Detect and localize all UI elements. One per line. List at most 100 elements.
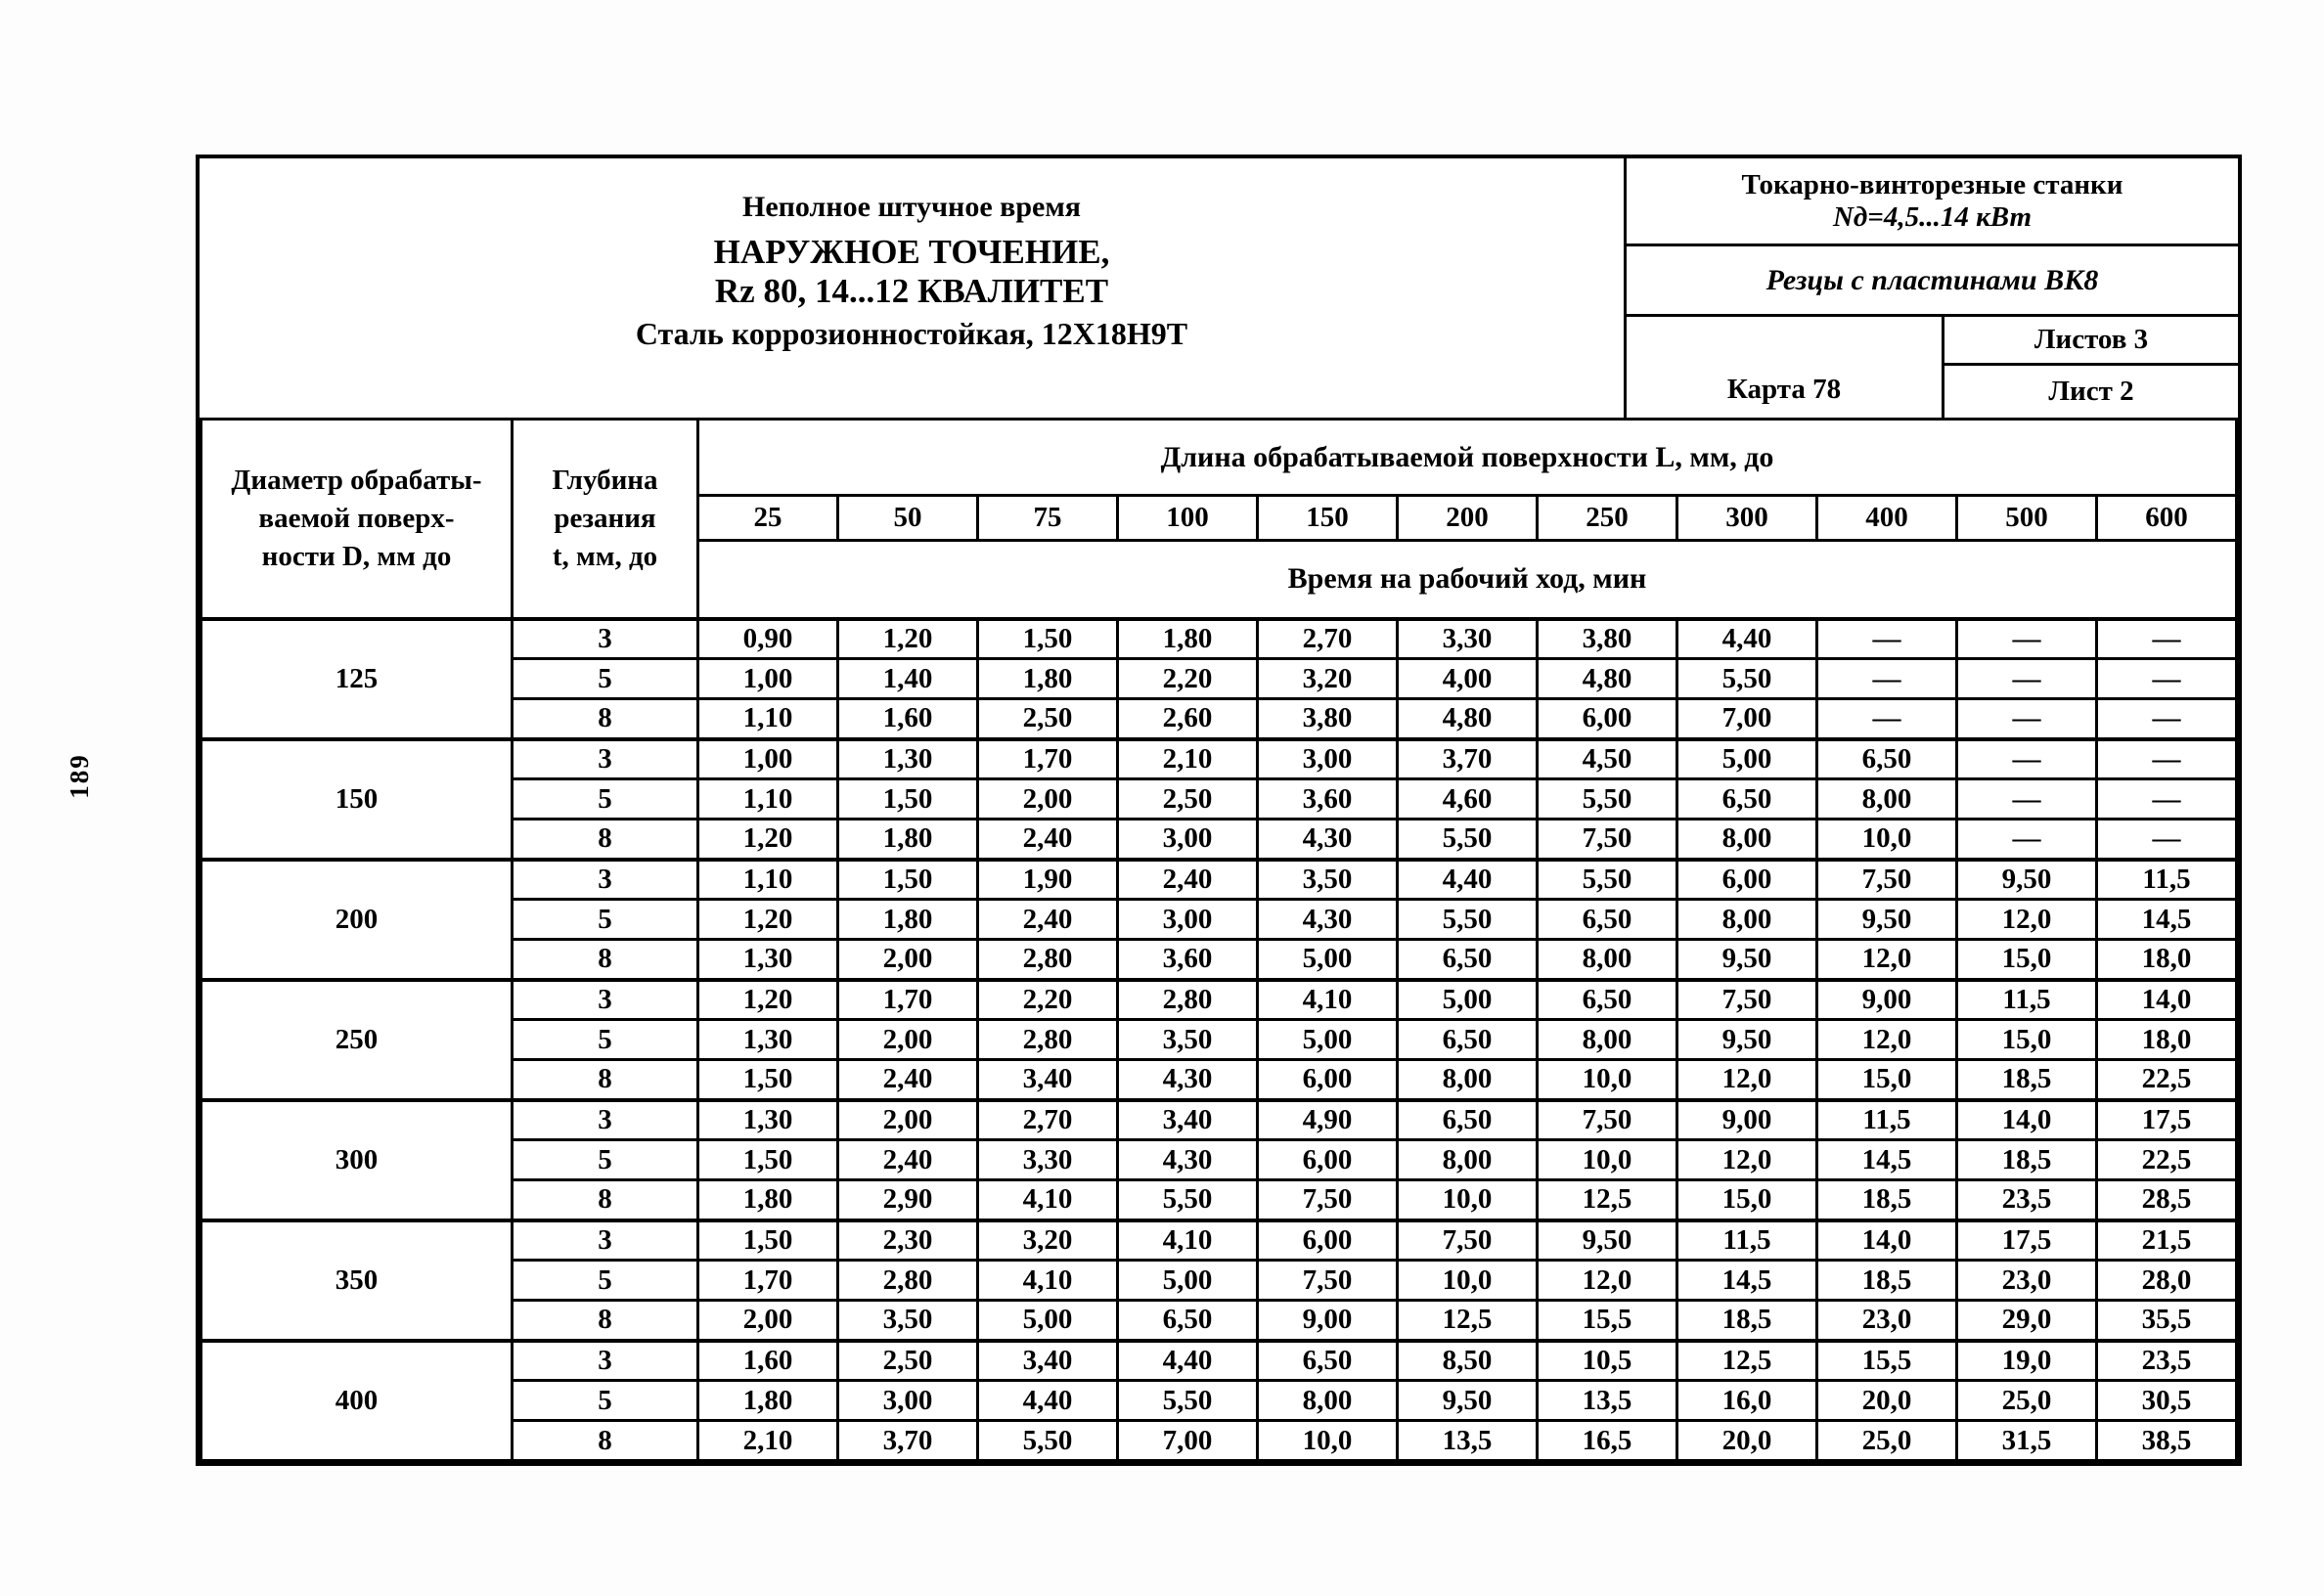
time-value-cell: 20,0 <box>1676 1419 1818 1462</box>
depth-cell: 3 <box>511 977 699 1021</box>
time-value-cell: 5,00 <box>976 1299 1119 1342</box>
time-value-cell: 5,50 <box>1116 1379 1259 1422</box>
time-value-cell: 4,00 <box>1396 657 1539 700</box>
time-value-cell: 14,5 <box>2095 898 2238 941</box>
time-value-cell: 1,50 <box>696 1218 839 1262</box>
time-value-cell: 9,50 <box>1536 1218 1678 1262</box>
time-value-cell: 9,50 <box>1396 1379 1539 1422</box>
table-row: 8 1,10 1,60 2,50 2,60 3,80 4,80 6,00 7,00— — — <box>201 697 2238 740</box>
diameter-cell: 125 <box>200 616 514 740</box>
time-value-cell: 5,50 <box>1536 857 1678 901</box>
time-value-cell: 4,80 <box>1396 697 1539 740</box>
time-value-cell: 4,40 <box>1116 1338 1259 1382</box>
time-value-cell: 1,80 <box>836 898 979 941</box>
table-row: 8 2,10 3,70 5,50 7,00 10,0 13,5 16,5 20,0 25,0 31,… <box>201 1419 2238 1462</box>
time-value-cell: 1,80 <box>976 657 1119 700</box>
time-value-cell: 6,50 <box>1256 1338 1399 1382</box>
time-value-cell: 3,40 <box>976 1058 1119 1101</box>
time-value-cell: 4,80 <box>1536 657 1678 700</box>
length-col-header: 25 <box>696 494 839 542</box>
time-value-cell: 3,00 <box>1256 736 1399 780</box>
length-col-header: 75 <box>976 494 1119 542</box>
table-row: 150 3 1,00 1,30 1,70 2,10 3,00 3,70 4,50 5,00 6,50… <box>200 736 2238 861</box>
time-value-cell: 1,80 <box>1116 616 1259 660</box>
time-value-cell: 2,00 <box>696 1299 839 1342</box>
time-value-cell: 2,10 <box>696 1419 839 1462</box>
time-value-cell: 5,00 <box>1116 1259 1259 1302</box>
time-value-cell: 23,0 <box>1955 1259 2098 1302</box>
time-value-cell: 15,0 <box>1955 1018 2098 1061</box>
time-value-cell: 22,5 <box>2095 1058 2238 1101</box>
length-col-header: 50 <box>836 494 979 542</box>
diameter-cell: 150 <box>200 736 514 861</box>
time-value-cell: 2,40 <box>976 818 1119 861</box>
time-value-cell: 7,00 <box>1676 697 1818 740</box>
time-value-cell: 3,70 <box>1396 736 1539 780</box>
time-value-cell: 12,0 <box>1955 898 2098 941</box>
time-value-cell: 12,5 <box>1396 1299 1539 1342</box>
time-value-cell: 9,00 <box>1815 977 1958 1021</box>
time-value-cell: 5,00 <box>1256 1018 1399 1061</box>
time-value-cell: 1,50 <box>696 1058 839 1101</box>
time-value-cell: 10,0 <box>1396 1259 1539 1302</box>
time-value-cell: 5,50 <box>1396 898 1539 941</box>
time-value-cell: 6,50 <box>1396 1097 1539 1141</box>
time-value-cell: 3,00 <box>1116 898 1259 941</box>
time-value-cell: 13,5 <box>1396 1419 1539 1462</box>
time-value-cell: 4,40 <box>1676 616 1818 660</box>
time-value-cell: 18,5 <box>1955 1138 2098 1181</box>
time-value-cell: 3,60 <box>1116 938 1259 981</box>
diameter-cell: 200 <box>200 857 514 981</box>
time-value-cell: 12,0 <box>1676 1058 1818 1101</box>
time-value-cell: 6,50 <box>1536 898 1678 941</box>
time-value-cell: 8,00 <box>1536 938 1678 981</box>
time-value-cell: 12,0 <box>1676 1138 1818 1181</box>
time-value-cell: 2,00 <box>836 1018 979 1061</box>
time-value-cell: 4,40 <box>976 1379 1119 1422</box>
time-value-cell: — <box>1955 657 2098 700</box>
time-value-cell: 25,0 <box>1815 1419 1958 1462</box>
time-value-cell: 1,50 <box>836 857 979 901</box>
time-value-cell: 14,5 <box>1676 1259 1818 1302</box>
time-value-cell: 10,0 <box>1396 1178 1539 1221</box>
card-title: НАРУЖНОЕ ТОЧЕНИЕ, <box>713 233 1110 271</box>
time-value-cell: 12,5 <box>1536 1178 1678 1221</box>
time-value-cell: 3,30 <box>976 1138 1119 1181</box>
table-row: 400 3 1,60 2,50 3,40 4,40 6,50 8,50 10,5 12,5 15,5… <box>200 1338 2238 1462</box>
time-value-cell: 1,50 <box>696 1138 839 1181</box>
time-value-cell: 16,0 <box>1676 1379 1818 1422</box>
time-value-cell: 1,20 <box>696 818 839 861</box>
time-value-cell: 2,80 <box>1116 977 1259 1021</box>
time-value-cell: 5,00 <box>1396 977 1539 1021</box>
time-value-cell: — <box>1815 657 1958 700</box>
time-value-cell: 1,50 <box>836 777 979 820</box>
table-row: 5 1,30 2,00 2,80 3,50 5,00 6,50 8,00 9,50 12,0 15,… <box>201 1018 2238 1061</box>
card-info-block: Токарно-винторезные станки Nд=4,5...14 к… <box>1624 158 2238 418</box>
time-value-cell: — <box>1955 736 2098 780</box>
table-row: 5 1,80 3,00 4,40 5,50 8,00 9,50 13,5 16,0 20,0 25,… <box>201 1379 2238 1422</box>
time-value-cell: 2,40 <box>976 898 1119 941</box>
time-value-cell: 2,40 <box>1116 857 1259 901</box>
time-value-cell: 2,50 <box>1116 777 1259 820</box>
time-value-cell: 8,00 <box>1396 1058 1539 1101</box>
time-value-cell: 4,40 <box>1396 857 1539 901</box>
time-value-cell: 38,5 <box>2095 1419 2238 1462</box>
time-value-cell: — <box>1815 697 1958 740</box>
time-value-cell: 2,40 <box>836 1058 979 1101</box>
depth-column-header: Глубина резания t, мм, до <box>511 418 699 620</box>
table-row: 5 1,20 1,80 2,40 3,00 4,30 5,50 6,50 8,00 9,50 12,… <box>201 898 2238 941</box>
time-value-cell: 7,50 <box>1256 1259 1399 1302</box>
time-value-cell: 2,50 <box>976 697 1119 740</box>
time-value-cell: 8,50 <box>1396 1338 1539 1382</box>
document-sheet: Неполное штучное время НАРУЖНОЕ ТОЧЕНИЕ,… <box>196 155 2242 1466</box>
depth-cell: 3 <box>511 1218 699 1262</box>
time-value-cell: 3,80 <box>1536 616 1678 660</box>
time-value-cell: 6,00 <box>1256 1138 1399 1181</box>
time-value-cell: 35,5 <box>2095 1299 2238 1342</box>
depth-cell: 8 <box>511 697 699 740</box>
table-row: 8 1,20 1,80 2,40 3,00 4,30 5,50 7,50 8,00 10,0— — <box>201 818 2238 861</box>
length-col-header: 600 <box>2095 494 2238 542</box>
time-value-cell: 8,00 <box>1396 1138 1539 1181</box>
time-value-cell: 4,60 <box>1396 777 1539 820</box>
table-row: 8 1,30 2,00 2,80 3,60 5,00 6,50 8,00 9,50 12,0 15,… <box>201 938 2238 981</box>
